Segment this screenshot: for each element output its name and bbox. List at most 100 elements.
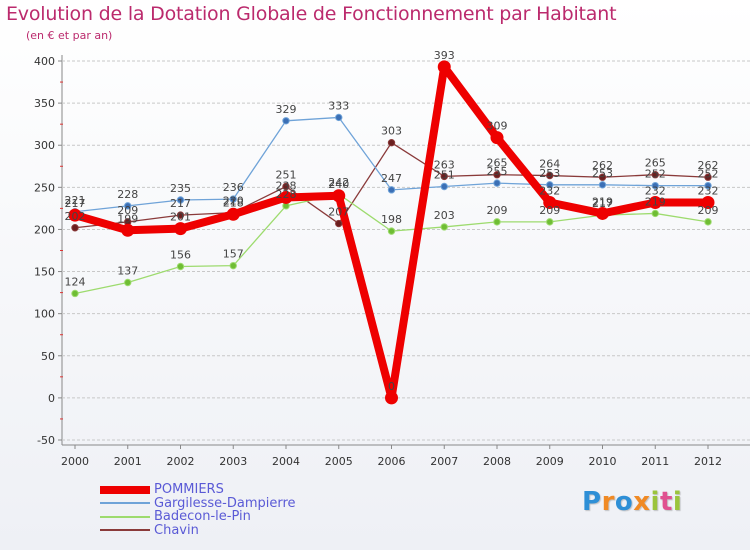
proxiti-logo[interactable]: Proxiti	[582, 487, 682, 517]
legend-swatch	[100, 529, 150, 532]
data-point-gargilesse-dampierre	[704, 181, 712, 190]
data-point-chavin	[176, 211, 185, 219]
y-tick-label: -50	[37, 434, 55, 447]
data-label-gargilesse-dampierre: 253	[539, 167, 560, 180]
legend-item-badecon-le-pin[interactable]: Badecon-le-Pin	[100, 510, 296, 524]
data-label-badecon-le-pin: 209	[698, 204, 719, 217]
data-label-gargilesse-dampierre: 333	[328, 99, 349, 112]
data-point-chavin	[546, 171, 554, 180]
data-label-chavin: 220	[223, 195, 244, 208]
data-label-pommiers: 309	[487, 120, 508, 133]
data-point-badecon-le-pin	[176, 262, 185, 271]
data-label-chavin: 202	[65, 210, 86, 223]
x-tick-label: 2003	[219, 455, 247, 468]
data-label-badecon-le-pin: 217	[592, 197, 613, 210]
data-point-gargilesse-dampierre	[598, 181, 607, 189]
data-label-chavin: 262	[698, 159, 719, 172]
data-label-gargilesse-dampierre: 235	[170, 182, 191, 195]
x-tick-label: 2005	[325, 455, 353, 468]
data-label-gargilesse-dampierre: 253	[592, 167, 613, 180]
y-tick-label: 400	[34, 55, 55, 68]
data-label-chavin: 262	[592, 159, 613, 172]
x-tick-label: 2000	[61, 455, 89, 468]
x-tick-label: 2002	[167, 455, 195, 468]
y-tick-label: 250	[34, 181, 55, 194]
legend-label: Chavin	[154, 522, 199, 538]
chart-title: Evolution de la Dotation Globale de Fonc…	[6, 3, 617, 25]
data-point-badecon-le-pin	[546, 218, 554, 226]
legend-swatch	[100, 515, 150, 518]
x-tick-label: 2008	[483, 455, 511, 468]
data-point-gargilesse-dampierre	[229, 195, 237, 203]
y-tick-label: 150	[34, 266, 55, 279]
data-point-badecon-le-pin	[71, 289, 79, 298]
data-point-pommiers	[385, 391, 398, 405]
data-point-pommiers	[701, 195, 715, 209]
data-label-chavin: 209	[117, 204, 138, 217]
legend-item-chavin[interactable]: Chavin	[100, 522, 296, 538]
data-label-pommiers: 219	[592, 195, 613, 208]
data-point-pommiers	[490, 131, 504, 145]
data-point-badecon-le-pin	[440, 223, 448, 231]
data-label-chavin: 265	[645, 157, 666, 170]
y-tick-label: 200	[34, 223, 55, 236]
data-label-pommiers: 218	[223, 196, 244, 209]
data-label-pommiers: 201	[170, 211, 191, 224]
data-point-gargilesse-dampierre	[493, 179, 501, 187]
axis-layer: -50 0 50 100 150 200 250 300 350 400 2000 2001 2002 2…	[34, 55, 750, 468]
data-label-chavin: 217	[170, 197, 191, 210]
data-label-badecon-le-pin: 124	[65, 275, 86, 288]
legend-item-pommiers[interactable]: POMMIERS	[100, 483, 296, 497]
logo-letter: i	[672, 487, 683, 517]
data-point-pommiers	[437, 60, 451, 74]
data-point-gargilesse-dampierre	[546, 181, 554, 189]
data-point-gargilesse-dampierre	[651, 181, 659, 190]
data-label-pommiers: 232	[645, 184, 666, 197]
legend-label: Badecon-le-Pin	[154, 509, 251, 524]
legend-item-gargilesse-dampierre[interactable]: Gargilesse-Dampierre	[100, 496, 296, 511]
data-point-chavin	[335, 219, 343, 228]
data-label-chavin: 264	[539, 158, 560, 171]
data-label-chavin: 263	[434, 158, 455, 171]
data-point-pommiers	[68, 208, 82, 222]
data-label-chavin: 251	[276, 168, 297, 181]
data-label-pommiers: 238	[276, 179, 297, 192]
data-point-pommiers	[226, 207, 240, 221]
data-point-pommiers	[543, 195, 557, 209]
data-point-badecon-le-pin	[704, 218, 712, 226]
data-label-chavin: 207	[328, 206, 349, 219]
data-point-badecon-le-pin	[124, 278, 132, 287]
data-point-chavin	[387, 138, 396, 147]
x-tick-label: 2012	[694, 455, 722, 468]
data-label-gargilesse-dampierre: 255	[487, 165, 508, 178]
legend-swatch	[100, 502, 150, 505]
y-tick-label: 50	[41, 350, 55, 363]
data-label-badecon-le-pin: 137	[117, 265, 138, 278]
x-tick-label: 2009	[536, 455, 564, 468]
data-label-badecon-le-pin: 157	[223, 248, 244, 261]
logo-letter: t	[659, 487, 673, 517]
x-tick-label: 2010	[589, 455, 617, 468]
logo-letter: x	[633, 487, 651, 517]
logo-letter: r	[601, 487, 615, 517]
data-point-badecon-le-pin	[651, 209, 659, 218]
logo-letter: o	[614, 487, 634, 517]
data-point-chavin	[282, 182, 290, 191]
data-point-chavin	[493, 171, 501, 179]
data-label-gargilesse-dampierre: 228	[117, 188, 138, 201]
legend-label: POMMIERS	[154, 482, 224, 497]
logo-letter: P	[582, 487, 602, 517]
data-point-gargilesse-dampierre	[124, 202, 132, 210]
data-label-pommiers: 240	[328, 178, 349, 191]
point-layer	[68, 60, 715, 405]
data-label-badecon-le-pin: 242	[328, 176, 349, 189]
y-tick-label: 350	[34, 97, 55, 110]
data-label-gargilesse-dampierre: 251	[434, 168, 455, 181]
data-point-gargilesse-dampierre	[282, 117, 290, 125]
data-label-pommiers: 393	[434, 49, 455, 62]
data-label-chavin: 265	[487, 157, 508, 170]
y-tick-label: 100	[34, 308, 55, 321]
data-point-chavin	[651, 171, 659, 179]
data-label-gargilesse-dampierre: 247	[381, 172, 402, 185]
